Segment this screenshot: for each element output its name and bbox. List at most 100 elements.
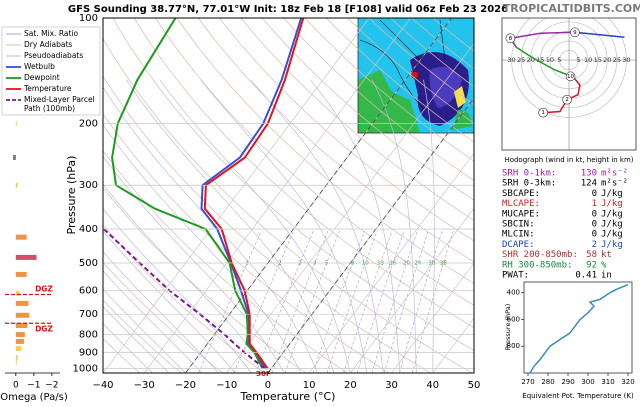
y-tick-label: 600 xyxy=(79,286,98,297)
hodograph-tick-label: 25 xyxy=(517,56,525,64)
surface-temp-label: 30F xyxy=(256,370,271,378)
index-label: DCAPE: xyxy=(502,240,535,250)
mixing-ratio-line xyxy=(356,230,405,373)
mixing-ratio-label: 10 xyxy=(362,260,369,266)
title: GFS Sounding 38.77°N, 77.01°W Init: 18z … xyxy=(68,4,508,15)
omega-bar xyxy=(15,332,25,338)
omega-tick-label: 0 xyxy=(13,381,19,391)
dry-adiabat xyxy=(103,150,348,373)
hodograph-tick-label: 15 xyxy=(536,56,544,64)
index-label: SHR 200-850mb: xyxy=(502,250,578,260)
mixing-ratio-line xyxy=(326,230,378,373)
mixing-ratio-label: 1 xyxy=(245,260,249,266)
omega-bar xyxy=(15,182,18,188)
index-label: MLCIN: xyxy=(502,230,535,240)
index-unit: J/kg xyxy=(601,199,623,209)
hodograph-tick-label: 20 xyxy=(527,56,535,64)
mixing-ratio-label: 20 xyxy=(403,260,410,266)
omega-bar xyxy=(15,300,29,306)
index-label: SRH 0-1km: xyxy=(502,169,556,179)
dry-adiabat xyxy=(103,187,307,373)
dry-adiabat xyxy=(103,75,431,373)
index-value: 0 xyxy=(592,220,597,230)
omega-bar xyxy=(15,234,27,240)
plot-frame xyxy=(102,17,475,374)
thetae-x-tick-label: 320 xyxy=(621,378,634,386)
index-unit: J/kg xyxy=(601,189,623,199)
omega-bar xyxy=(15,354,18,360)
y-tick-label: 500 xyxy=(79,258,98,269)
index-value: 0 xyxy=(592,230,597,240)
hodograph-line xyxy=(515,46,569,76)
map-inset xyxy=(358,18,474,133)
hodograph-tick-label: 5 xyxy=(557,56,561,64)
index-value: 2 xyxy=(592,240,597,250)
height-label: 9 xyxy=(573,30,577,36)
index-unit: J/kg xyxy=(601,230,623,240)
hodograph-caption: Hodograph (wind in kt, height in km) xyxy=(504,156,633,164)
mixing-ratio-line xyxy=(271,230,329,373)
x-tick-label: 20 xyxy=(344,380,357,391)
thetae-x-tick-label: 290 xyxy=(561,378,574,386)
index-label: MLCAPE: xyxy=(502,199,540,209)
index-unit: J/kg xyxy=(601,220,623,230)
hodograph-tick-label: 15 xyxy=(594,56,602,64)
mixing-ratio-line xyxy=(255,230,314,373)
thetae-x-tick-label: 300 xyxy=(581,378,594,386)
dry-adiabat xyxy=(240,18,474,221)
mixing-ratio-line xyxy=(371,230,418,373)
pseudoadiabat xyxy=(250,79,384,373)
mixing-ratio-label: 24 xyxy=(414,260,421,266)
omega-bar xyxy=(15,323,28,329)
index-unit: m²s⁻² xyxy=(601,169,628,179)
y-tick-label: 700 xyxy=(79,309,98,320)
dry-adiabat xyxy=(103,113,390,373)
index-value: 130 xyxy=(581,169,597,179)
omega-bar xyxy=(15,254,37,260)
mixing-ratio-line xyxy=(343,230,393,373)
dgz-label: DGZ xyxy=(35,324,53,333)
index-label: SBCAPE: xyxy=(502,189,540,199)
pseudoadiabat xyxy=(159,79,351,373)
hodograph-line xyxy=(509,31,575,48)
highlight-isotherm xyxy=(267,97,474,373)
x-tick-label: −20 xyxy=(175,380,196,391)
x-tick-label: 50 xyxy=(468,380,481,391)
pseudoadiabat xyxy=(103,155,285,373)
dry-adiabat xyxy=(103,299,182,373)
pseudoadiabat xyxy=(103,86,318,373)
hodograph-tick-label: 5 xyxy=(577,56,581,64)
dry-adiabat xyxy=(103,38,473,373)
omega-tick-label: −2 xyxy=(45,381,58,391)
legend-label: Pseudoadiabats xyxy=(24,51,83,60)
thetae-y-label: Pressure (hPa) xyxy=(504,304,512,351)
pseudoadiabat xyxy=(103,251,219,373)
index-value: 0.41 xyxy=(575,271,597,281)
dgz-label: DGZ xyxy=(35,285,53,294)
thetae-x-tick-label: 280 xyxy=(541,378,554,386)
mixing-ratio-label: 30 xyxy=(428,260,435,266)
y-tick-label: 400 xyxy=(79,224,98,235)
hodograph-line xyxy=(574,31,625,39)
hodograph-tick-label: 10 xyxy=(584,56,592,64)
dry-adiabat xyxy=(197,18,474,263)
mixing-ratio-line xyxy=(284,230,340,373)
mixing-ratio-label: 8 xyxy=(351,260,355,266)
legend-label: Sat. Mix. Ratio xyxy=(24,29,78,38)
y-tick-label: 800 xyxy=(79,330,98,341)
thetae-y-tick-label: 600 xyxy=(507,315,520,323)
highlight-isotherm xyxy=(185,18,453,373)
legend-label: Temperature xyxy=(23,84,72,93)
mixing-ratio-label: 3 xyxy=(298,260,302,266)
isotherm xyxy=(308,152,474,373)
y-axis-label: Pressure (hPa) xyxy=(65,156,78,235)
hodograph-tick-label: 10 xyxy=(546,56,554,64)
pseudoadiabat xyxy=(423,79,435,373)
x-tick-label: 0 xyxy=(265,380,271,391)
height-label: 1 xyxy=(541,110,545,116)
omega-bar xyxy=(15,121,17,127)
x-tick-label: 10 xyxy=(303,380,316,391)
profile-line xyxy=(103,228,266,370)
